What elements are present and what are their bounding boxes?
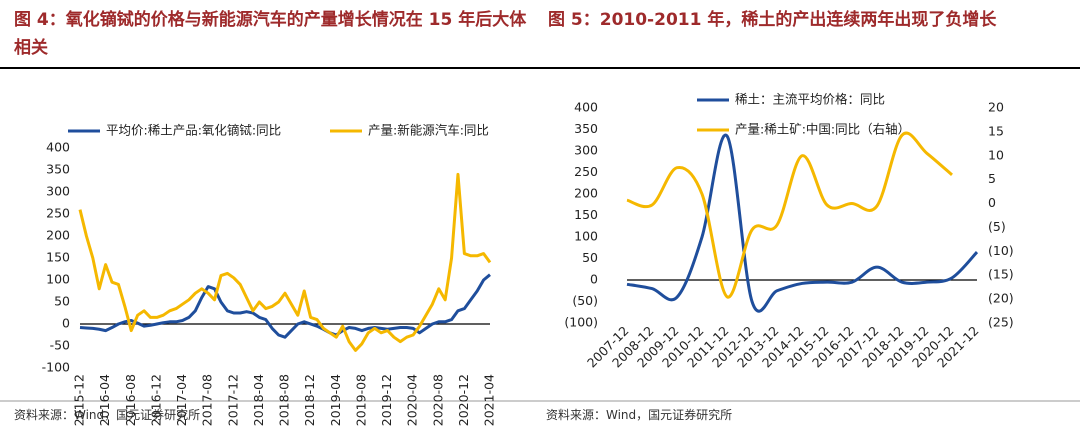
x-tick-label: 2019-08 (353, 374, 368, 426)
x-tick-label: 2018-04 (251, 374, 266, 426)
y-tick-label: 200 (46, 228, 70, 243)
legend-label: 产量:新能源汽车:同比 (368, 123, 489, 138)
y-tick-label: 400 (574, 100, 598, 115)
y-tick-label: 0 (988, 195, 996, 210)
y-tick-label: (5) (988, 219, 1006, 234)
y-tick-label: 50 (54, 294, 70, 309)
y-tick-label: 15 (988, 123, 1004, 138)
x-tick-label: 2020-08 (430, 374, 445, 426)
y-tick-label: 300 (46, 184, 70, 199)
source-note: 资料来源：Wind，国元证券研究所 (14, 408, 201, 422)
x-tick-label: 2017-12 (225, 374, 240, 426)
y-tick-label: 100 (46, 272, 70, 287)
x-tick-label: 2016-04 (97, 374, 112, 426)
source-note: 资料来源：Wind，国元证券研究所 (546, 408, 733, 422)
x-tick-label: 2020-04 (405, 374, 420, 426)
y-tick-label: 0 (590, 272, 598, 287)
x-tick-label: 2019-12 (379, 374, 394, 426)
y-tick-label: 10 (988, 147, 1004, 162)
x-tick-label: 2017-04 (174, 374, 189, 426)
y-tick-label: 0 (62, 316, 70, 331)
y-tick-label: 20 (988, 100, 1004, 115)
y-tick-label: (10) (988, 243, 1014, 258)
y-tick-label: 150 (46, 250, 70, 265)
legend-label: 稀土：主流平均价格：同比 (735, 92, 885, 107)
y-tick-label: (50) (572, 293, 598, 308)
y-tick-label: (25) (988, 315, 1014, 330)
legend-label: 平均价:稀土产品:氧化镝铽:同比 (106, 123, 281, 138)
y-tick-label: 350 (574, 121, 598, 136)
x-tick-label: 2020-12 (456, 374, 471, 426)
y-tick-label: (100) (564, 315, 598, 330)
series-line (626, 131, 953, 299)
y-tick-label: (20) (988, 291, 1014, 306)
x-tick-label: 2021-04 (482, 374, 497, 426)
y-tick-label: 100 (574, 229, 598, 244)
x-tick-label: 2016-12 (148, 374, 163, 426)
y-tick-label: 200 (574, 186, 598, 201)
x-tick-label: 2019-04 (328, 374, 343, 426)
y-tick-label: 250 (574, 164, 598, 179)
legend-label: 产量:稀土矿:中国:同比（右轴） (735, 122, 910, 137)
x-tick-label: 2017-08 (200, 374, 215, 426)
y-tick-label: -50 (50, 338, 70, 353)
x-tick-label: 2016-08 (123, 374, 138, 426)
y-tick-label: 350 (46, 162, 70, 177)
series-line (78, 172, 492, 352)
series-line (79, 273, 491, 339)
figure-title: 图 5：2010-2011 年，稀土的产出连续两年出现了负增长 (548, 10, 997, 30)
y-tick-label: 400 (46, 140, 70, 155)
y-tick-label: 150 (574, 207, 598, 222)
x-tick-label: 2018-08 (277, 374, 292, 426)
y-tick-label: (15) (988, 267, 1014, 282)
x-tick-label: 2018-12 (302, 374, 317, 426)
x-tick-label: 2015-12 (72, 374, 87, 426)
series-line (626, 133, 979, 313)
figure-title: 图 4：氧化镝铽的价格与新能源汽车的产量增长情况在 15 年后大体相关 (14, 10, 527, 58)
y-tick-label: 300 (574, 143, 598, 158)
y-tick-label: 5 (988, 171, 996, 186)
y-tick-label: -100 (42, 360, 70, 375)
y-tick-label: 250 (46, 206, 70, 221)
y-tick-label: 50 (582, 250, 598, 265)
